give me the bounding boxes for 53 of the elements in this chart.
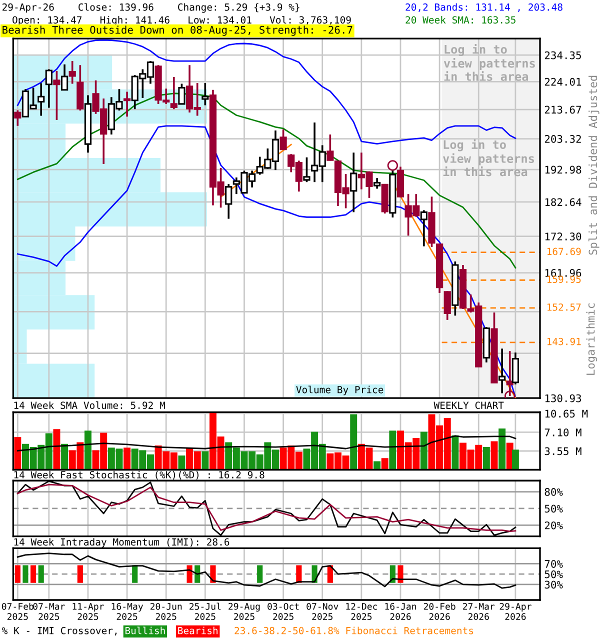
y-tick-label: 50% bbox=[544, 504, 563, 513]
y-tick-label: 234.35 bbox=[544, 51, 581, 60]
x-tick-label: 07-Feb 2025 bbox=[2, 602, 34, 620]
chart-title: 14 Week SMA Volume: 5.92 M bbox=[14, 401, 165, 409]
chart-title: 14 Week Intraday Momentum (IMI): 28.6 bbox=[14, 538, 230, 548]
x-tick-label: 29-Apr 2026 bbox=[500, 602, 532, 620]
y-tick-label: 203.32 bbox=[544, 135, 581, 143]
y-tick-label: 80% bbox=[544, 488, 563, 496]
y-tick-label: 20% bbox=[544, 521, 563, 530]
ref-line-label: 143.91 bbox=[547, 338, 581, 346]
y-tick-label: 213.67 bbox=[544, 106, 582, 114]
chart-subtitle: Open: 134.47 High: 141.46 Low: 134.01 Vol: 3,763,109 bbox=[12, 16, 351, 26]
y-tick-label: 192.98 bbox=[545, 166, 582, 174]
x-tick-label: 29-Aug 2025 bbox=[228, 602, 260, 620]
y-tick-label: 30% bbox=[544, 580, 563, 589]
chart-title: 29-Apr-26 Close: 139.96 Change: 5.29 {+3.9 %} bbox=[2, 3, 300, 13]
y-axis-title: Split and Dividend Adjusted bbox=[588, 76, 600, 255]
band-label: Log in to view patterns in this area bbox=[444, 44, 535, 81]
x-tick-label: 12-Dec 2025 bbox=[346, 602, 377, 620]
y-tick-label: 172.30 bbox=[545, 232, 582, 240]
text: WEEKLY CHART bbox=[434, 402, 504, 409]
x-tick-label: 07-Mar 2025 bbox=[33, 602, 65, 620]
y-tick-label: 3.55 M bbox=[544, 447, 582, 456]
text: 23.6-38.2-50-61.8% Fibonacci Retracements bbox=[234, 626, 474, 634]
x-tick-label: 27-Mar 2026 bbox=[462, 602, 495, 620]
text: 20,2 Bands: 131.14 , 203.48 bbox=[406, 3, 562, 12]
text: Bearish bbox=[178, 626, 218, 634]
y-tick-label: 50% bbox=[544, 570, 563, 578]
x-tick-label: 20-Feb 2026 bbox=[424, 602, 456, 620]
x-tick-label: 07-Nov 2025 bbox=[306, 602, 338, 620]
x-tick-label: 16-May 2025 bbox=[112, 602, 143, 620]
x-tick-label: 16-Jan 2026 bbox=[385, 602, 416, 620]
x-tick-label: 11-Apr 2025 bbox=[72, 603, 104, 620]
ref-line-label: 159.95 bbox=[547, 276, 581, 283]
x-tick-label: 20-Jun 2025 bbox=[150, 602, 182, 620]
legend-title: % K - IMI Crossover, bbox=[2, 626, 117, 636]
text: 20 Week SMA: 163.35 bbox=[406, 16, 516, 24]
x-tick-label: 03-Oct 2025 bbox=[268, 602, 299, 620]
y-tick-label: 10.65 M bbox=[545, 410, 588, 418]
annotation: Volume By Price bbox=[296, 386, 384, 396]
y-tick-label: 130.93 bbox=[545, 394, 582, 402]
x-tick-label: 25-Jul 2025 bbox=[190, 602, 221, 620]
text: Bearish Three Outside Down on 08-Aug-25, Strength: -26.7 bbox=[2, 26, 352, 36]
ref-line-label: 152.57 bbox=[547, 303, 581, 311]
text: Logarithmic bbox=[586, 303, 598, 375]
y-tick-label: 182.64 bbox=[545, 198, 582, 206]
ref-line-label: 167.69 bbox=[547, 248, 581, 256]
text: Bullish bbox=[125, 626, 165, 634]
annotation: Log in to view patterns in this area bbox=[443, 139, 534, 176]
chart-title: 14 Week Fast Stochastic (%K)(%D) : 16.2 9.8 bbox=[14, 470, 264, 480]
y-tick-label: 7.10 M bbox=[544, 428, 582, 436]
y-tick-label: 70% bbox=[544, 560, 563, 568]
y-tick-label: 224.01 bbox=[544, 78, 582, 86]
